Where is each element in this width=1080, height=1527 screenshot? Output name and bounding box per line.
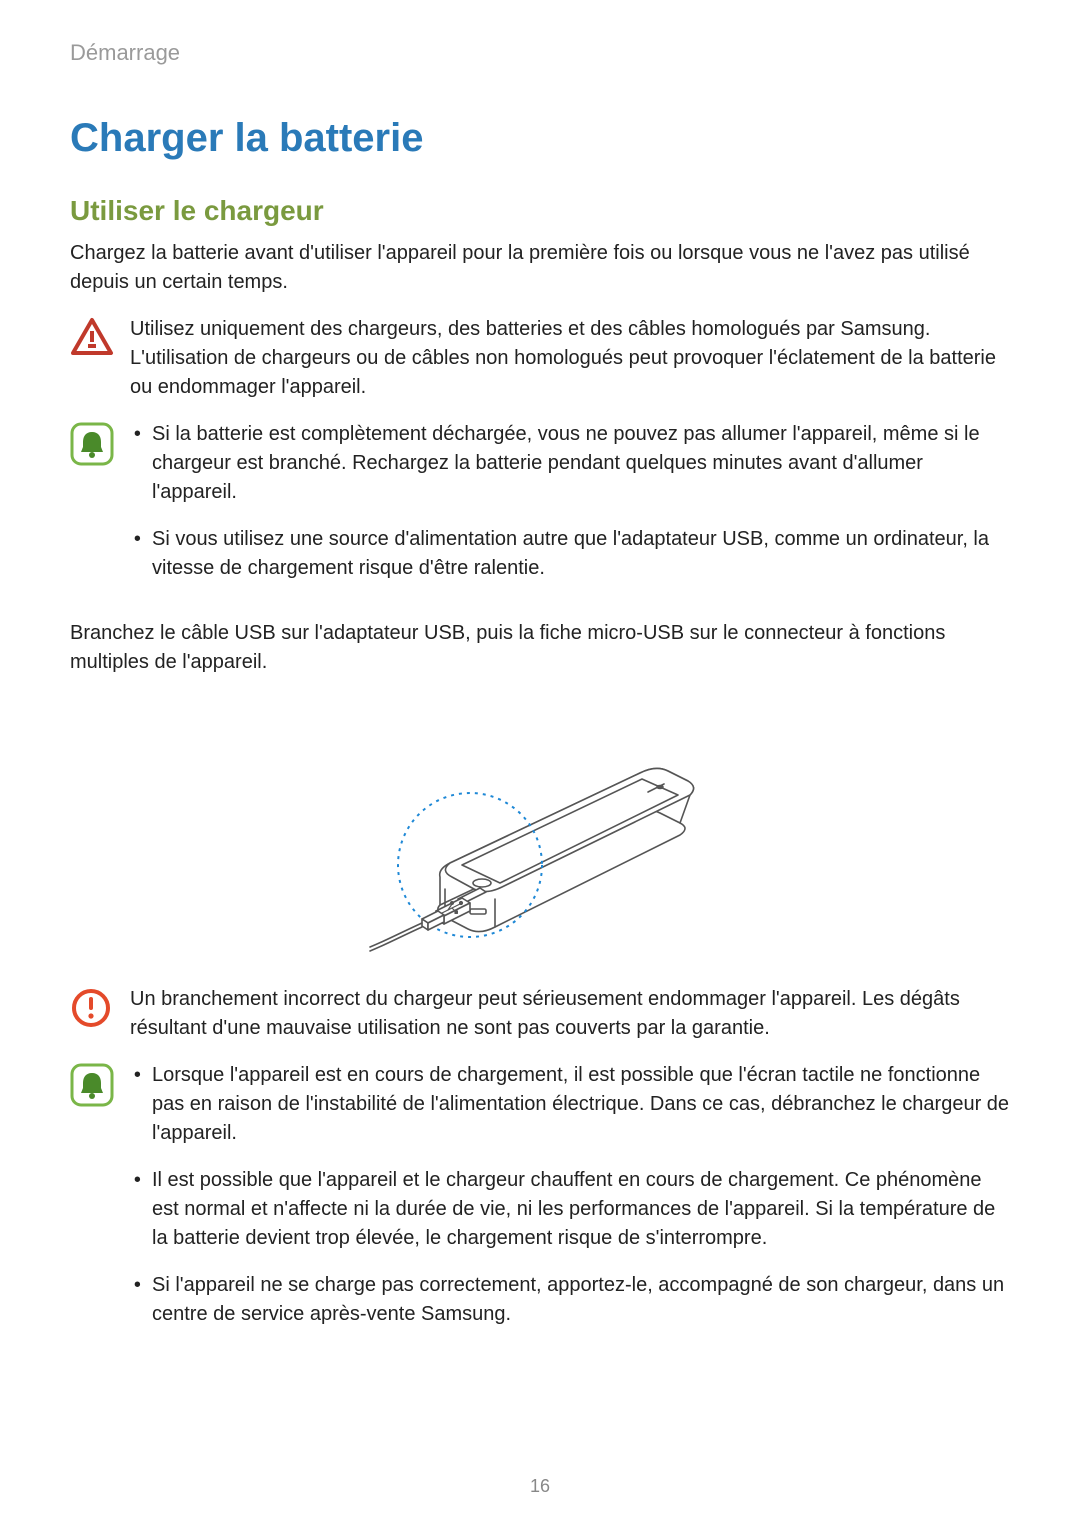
list-item: Lorsque l'appareil est en cours de charg… <box>152 1061 1010 1148</box>
list-item: Il est possible que l'appareil et le cha… <box>152 1166 1010 1253</box>
list-item: Si vous utilisez une source d'alimentati… <box>152 525 1010 583</box>
caution-text: Un branchement incorrect du chargeur peu… <box>130 985 1010 1043</box>
caution-callout: Un branchement incorrect du chargeur peu… <box>70 985 1010 1043</box>
intro-paragraph: Chargez la batterie avant d'utiliser l'a… <box>70 239 1010 297</box>
section-subtitle: Utiliser le chargeur <box>70 195 1010 227</box>
page-title: Charger la batterie <box>70 116 1010 161</box>
note-bell-icon <box>70 422 114 466</box>
page-number: 16 <box>0 1476 1080 1497</box>
warning-triangle-icon <box>70 317 114 357</box>
breadcrumb: Démarrage <box>70 40 1010 66</box>
caution-circle-icon <box>70 987 112 1029</box>
warning-callout: Utilisez uniquement des chargeurs, des b… <box>70 315 1010 402</box>
list-item: Si la batterie est complètement déchargé… <box>152 420 1010 507</box>
charging-diagram <box>70 695 1010 955</box>
note1-list: Si la batterie est complètement déchargé… <box>130 420 1010 583</box>
note2-list: Lorsque l'appareil est en cours de charg… <box>130 1061 1010 1329</box>
list-item: Si l'appareil ne se charge pas correctem… <box>152 1271 1010 1329</box>
body-paragraph-2: Branchez le câble USB sur l'adaptateur U… <box>70 619 1010 677</box>
note-bell-icon <box>70 1063 114 1107</box>
warning-text: Utilisez uniquement des chargeurs, des b… <box>130 315 1010 402</box>
note-callout-1: Si la batterie est complètement déchargé… <box>70 420 1010 601</box>
note-callout-2: Lorsque l'appareil est en cours de charg… <box>70 1061 1010 1347</box>
